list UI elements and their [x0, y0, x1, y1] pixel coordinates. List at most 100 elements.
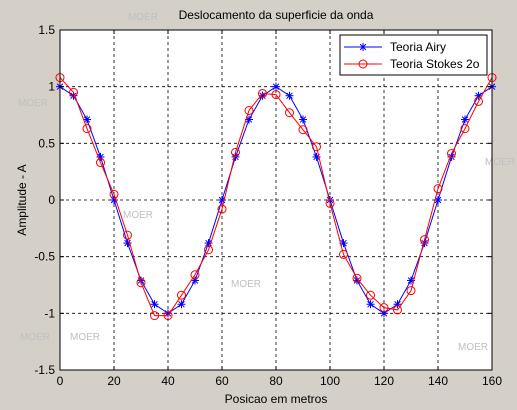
- watermark-text: MOER: [458, 342, 488, 353]
- y-tick-label: 1.5: [38, 23, 55, 37]
- watermark-text: MOER: [485, 157, 515, 168]
- data-point: [123, 230, 132, 240]
- data-point: [204, 245, 213, 255]
- data-point: [177, 300, 186, 309]
- data-point: [312, 142, 321, 152]
- x-tick-label: 20: [107, 374, 121, 388]
- star-stroke: [83, 116, 91, 123]
- data-point: [190, 270, 200, 280]
- series-stokes: [55, 73, 497, 321]
- data-point: [420, 235, 429, 245]
- watermark-text: MOER: [70, 332, 100, 343]
- data-point: [136, 278, 146, 288]
- y-tick-label: 0.5: [38, 136, 55, 150]
- star-stroke: [299, 116, 307, 123]
- data-point: [285, 91, 294, 100]
- star-stroke: [218, 196, 226, 204]
- data-point: [150, 300, 159, 309]
- y-tick-label: 1: [48, 80, 55, 94]
- data-point: [272, 82, 280, 91]
- data-point: [109, 189, 119, 199]
- watermark-text: MOER: [123, 210, 153, 221]
- data-point: [352, 273, 362, 283]
- star-stroke: [137, 277, 145, 284]
- data-point: [177, 290, 186, 300]
- data-point: [285, 108, 294, 118]
- legend-label-airy: Teoria Airy: [390, 40, 446, 54]
- star-stroke: [340, 239, 347, 247]
- data-point: [447, 149, 456, 159]
- data-point: [339, 249, 348, 259]
- data-point: [231, 147, 240, 157]
- data-point: [366, 290, 375, 300]
- data-point: [163, 311, 173, 321]
- data-point: [244, 105, 254, 115]
- star-stroke: [178, 301, 185, 308]
- data-point: [460, 124, 470, 134]
- star-stroke: [461, 116, 469, 123]
- data-point: [271, 90, 281, 100]
- star-stroke: [353, 277, 361, 284]
- star-stroke: [205, 239, 212, 247]
- data-point: [474, 96, 483, 106]
- data-point: [433, 184, 443, 194]
- data-point: [406, 286, 416, 296]
- x-tick-label: 140: [428, 374, 448, 388]
- x-tick-label: 120: [374, 374, 394, 388]
- x-tick-label: 0: [57, 374, 64, 388]
- star-stroke: [359, 43, 367, 51]
- legend: Teoria Airy Teoria Stokes 2o: [339, 34, 488, 76]
- x-tick-label: 40: [161, 374, 175, 388]
- data-point: [150, 311, 159, 321]
- x-tick-label: 60: [215, 374, 229, 388]
- data-point: [379, 303, 389, 313]
- legend-star: [359, 43, 367, 51]
- x-tick-label: 160: [482, 374, 502, 388]
- watermark-text: MOER: [18, 98, 48, 109]
- star-stroke: [421, 239, 428, 247]
- data-point: [217, 204, 227, 214]
- chart-title: Deslocamento da superficie da onda: [179, 8, 374, 22]
- watermark-text: MOER: [128, 12, 158, 23]
- star-stroke: [286, 92, 293, 99]
- legend-circle: [358, 59, 368, 69]
- axis-ticks: 0 20 40 60 80 100 120 140 160 -1.5 -1 -0.5 0 0.5 1 1.5: [34, 23, 502, 388]
- data-point: [82, 124, 92, 134]
- y-tick-label: -1.5: [34, 363, 55, 377]
- star-stroke: [326, 196, 334, 204]
- legend-marker-airy: [359, 43, 367, 51]
- star-stroke: [151, 301, 158, 308]
- data-point: [69, 87, 78, 97]
- legend-label-stokes: Teoria Stokes 2o: [390, 57, 480, 71]
- y-tick-label: -1: [44, 306, 55, 320]
- series-line: [59, 77, 493, 317]
- legend-marker-stokes: [358, 59, 368, 69]
- y-tick-label: -0.5: [34, 250, 55, 264]
- x-axis-label: Posicao em metros: [225, 392, 328, 406]
- data-point: [258, 88, 267, 98]
- star-stroke: [407, 277, 415, 284]
- y-tick-label: 0: [48, 193, 55, 207]
- legend-box: [339, 34, 488, 76]
- y-axis-label: Amplitude - A: [15, 164, 29, 235]
- x-tick-label: 80: [269, 374, 283, 388]
- data-point: [299, 115, 307, 124]
- data-point: [96, 158, 105, 168]
- data-point: [366, 300, 375, 309]
- star-stroke: [434, 196, 442, 204]
- data-point: [298, 125, 308, 135]
- watermark-text: MOER: [231, 279, 261, 290]
- data-point: [353, 276, 361, 285]
- star-stroke: [367, 301, 374, 308]
- star-stroke: [70, 92, 77, 99]
- data-point: [325, 198, 335, 208]
- data-point: [461, 115, 469, 124]
- data-point: [393, 305, 402, 315]
- watermark-text: MOER: [20, 332, 50, 343]
- data-point: [83, 115, 91, 124]
- x-tick-label: 100: [320, 374, 340, 388]
- star-stroke: [272, 83, 280, 90]
- star-stroke: [245, 116, 253, 123]
